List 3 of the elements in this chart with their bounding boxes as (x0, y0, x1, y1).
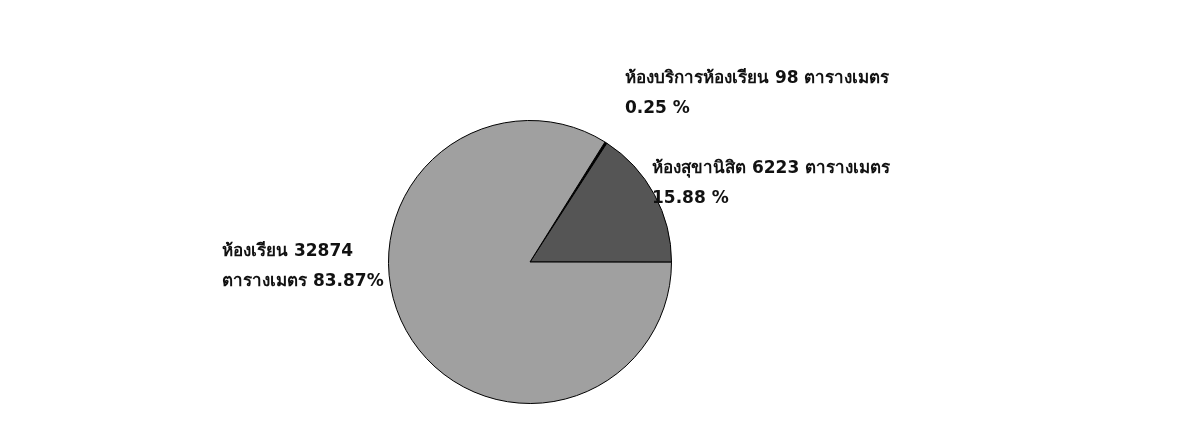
slice-label: ห้องบริการห้องเรียน 98 ตารางเมตร 0.25 % (625, 66, 891, 117)
slice-label: ห้องสุขานิสิต 6223 ตารางเมตร 15.88 % (652, 156, 892, 207)
slice-label: ห้องเรียน 32874 ตารางเมตร 83.87% (222, 239, 384, 290)
